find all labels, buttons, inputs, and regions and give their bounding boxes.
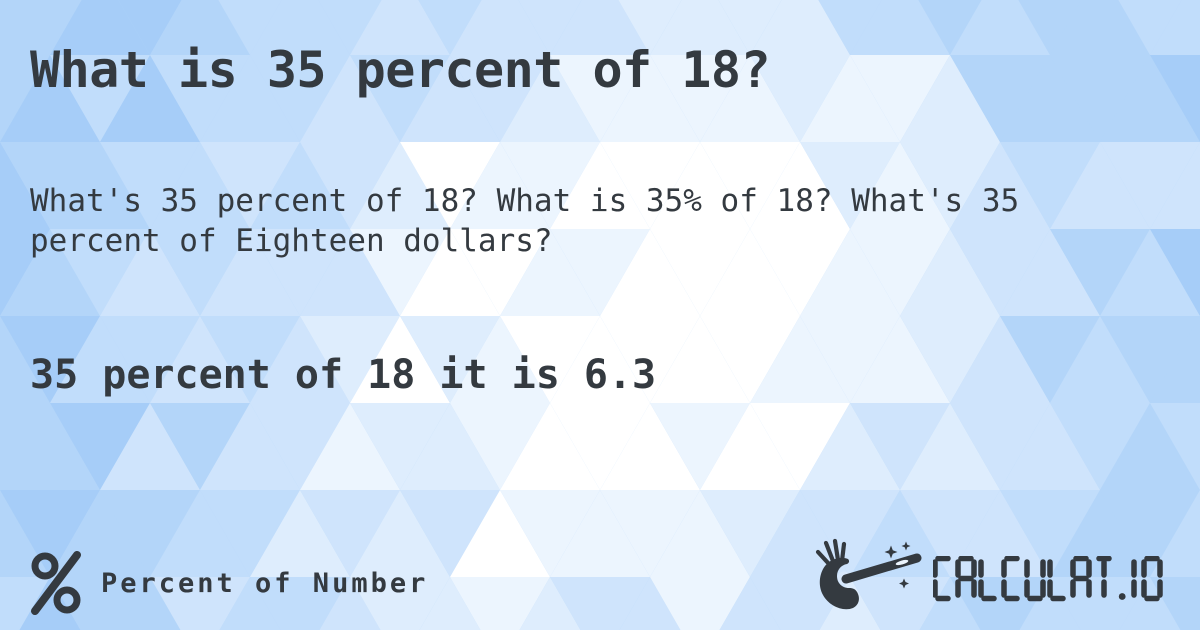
category-badge: Percent of Number [28,551,428,615]
answer-text: 35 percent of 18 it is 6.3 [30,352,657,398]
hand-magic-wand-icon [815,538,922,610]
page-title: What is 35 percent of 18? [30,41,771,99]
question-text: What's 35 percent of 18? What is 35% of … [30,183,1020,259]
percent-icon [31,551,81,615]
category-label: Percent of Number [101,567,429,599]
brand-logo-text [933,556,1163,602]
brand-logo [813,538,1168,620]
